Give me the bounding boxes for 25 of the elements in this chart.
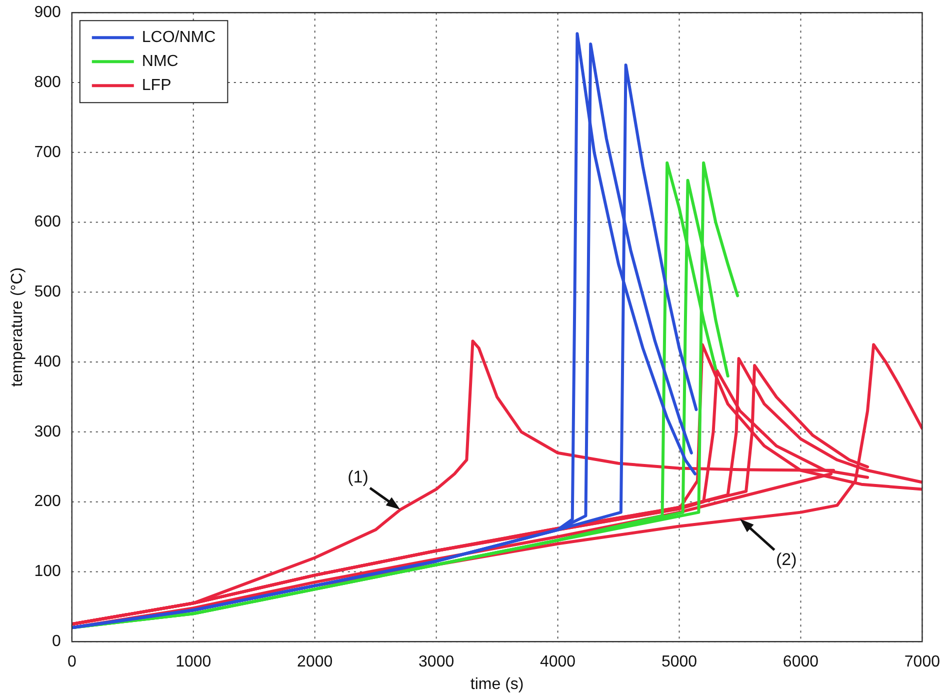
annotation: (1) [348, 468, 368, 487]
x-tick-label: 5000 [661, 654, 698, 671]
y-tick-label: 400 [34, 353, 61, 370]
y-tick-label: 200 [34, 493, 61, 510]
annotation: (2) [776, 550, 797, 569]
y-tick-label: 500 [34, 284, 61, 301]
y-tick-label: 700 [34, 144, 61, 161]
x-tick-label: 3000 [418, 654, 454, 671]
x-tick-label: 7000 [904, 654, 940, 671]
x-tick-label: 6000 [782, 654, 819, 671]
y-tick-label: 800 [34, 74, 61, 91]
y-tick-label: 900 [34, 4, 61, 22]
legend-label: NMC [142, 53, 178, 70]
y-tick-label: 600 [34, 214, 61, 231]
y-axis-title: temperature (°C) [9, 267, 26, 387]
legend-label: LCO/NMC [142, 29, 216, 46]
x-tick-label: 1000 [176, 654, 212, 671]
x-tick-label: 0 [67, 654, 76, 671]
legend-label: LFP [142, 77, 172, 94]
y-tick-label: 0 [52, 633, 61, 650]
x-axis-title: time (s) [470, 676, 524, 693]
x-tick-label: 4000 [540, 654, 576, 671]
x-tick-label: 2000 [297, 654, 333, 671]
y-tick-label: 100 [34, 563, 61, 580]
y-tick-label: 300 [34, 423, 61, 440]
